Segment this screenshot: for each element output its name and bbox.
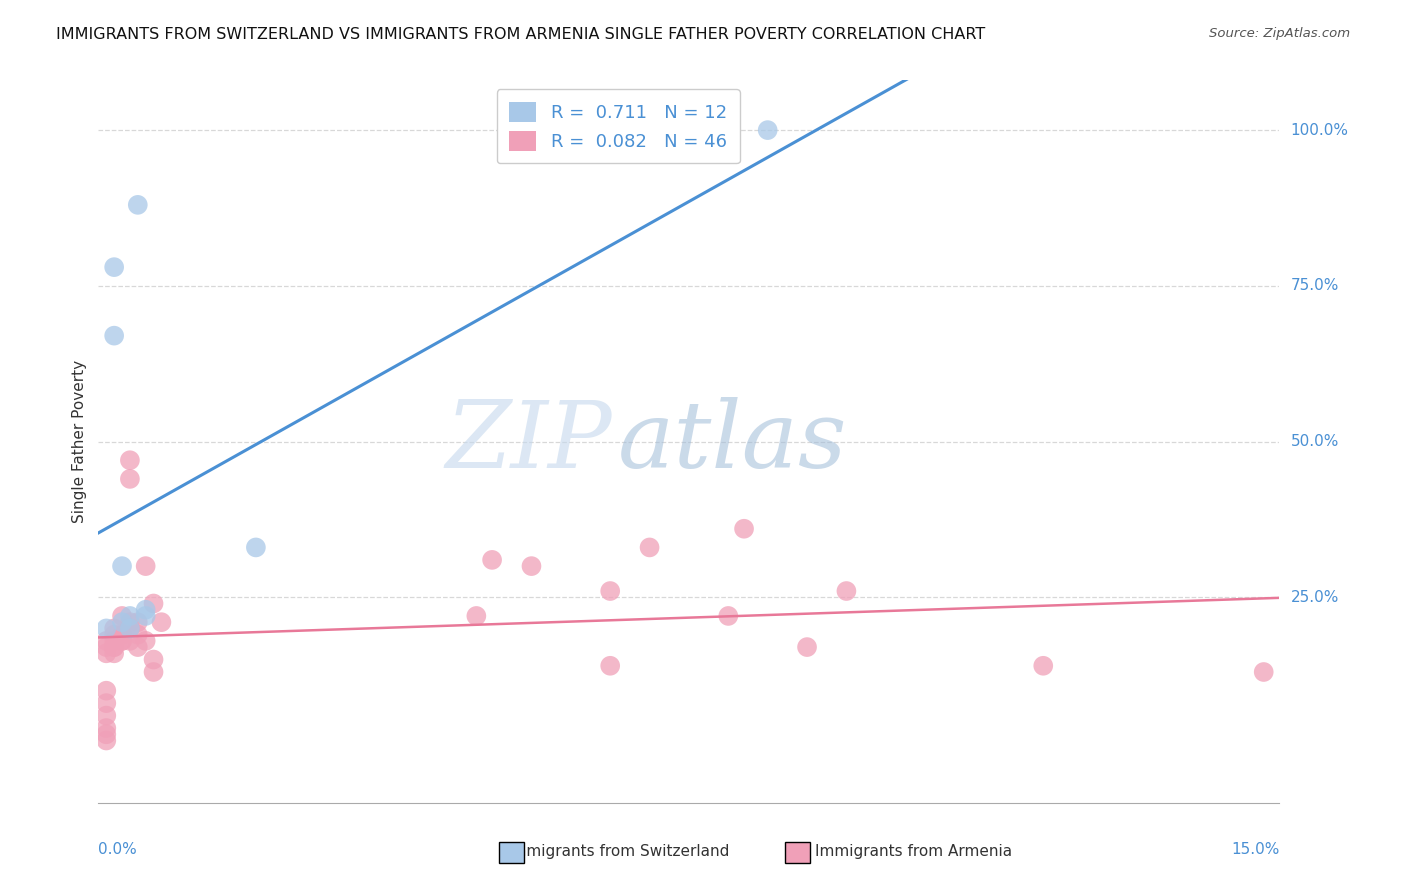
Point xyxy=(118,453,141,467)
Text: 75.0%: 75.0% xyxy=(1291,278,1339,293)
Text: 50.0%: 50.0% xyxy=(1291,434,1339,449)
Point xyxy=(103,633,125,648)
Point xyxy=(1253,665,1275,679)
Point xyxy=(796,640,818,654)
Text: Immigrants from Armenia: Immigrants from Armenia xyxy=(815,845,1012,859)
Point xyxy=(96,683,118,698)
Point xyxy=(118,609,141,624)
Point xyxy=(111,633,134,648)
Point xyxy=(717,609,740,624)
Point xyxy=(103,260,125,274)
Point xyxy=(127,640,149,654)
Point xyxy=(127,615,149,630)
Point xyxy=(103,640,125,654)
Text: 0.0%: 0.0% xyxy=(98,842,138,856)
Point xyxy=(135,609,157,624)
Point xyxy=(127,627,149,641)
Point xyxy=(1032,658,1054,673)
Point xyxy=(465,609,488,624)
Text: Immigrants from Switzerland: Immigrants from Switzerland xyxy=(508,845,730,859)
Point xyxy=(142,597,165,611)
Point xyxy=(103,328,125,343)
Point xyxy=(142,652,165,666)
Text: 25.0%: 25.0% xyxy=(1291,590,1339,605)
Text: 15.0%: 15.0% xyxy=(1232,842,1279,856)
Text: 100.0%: 100.0% xyxy=(1291,122,1348,137)
Point xyxy=(520,559,543,574)
Legend: R =  0.711   N = 12, R =  0.082   N = 46: R = 0.711 N = 12, R = 0.082 N = 46 xyxy=(496,89,740,163)
Point xyxy=(118,621,141,635)
Point xyxy=(599,658,621,673)
Point xyxy=(135,559,157,574)
Text: ZIP: ZIP xyxy=(446,397,612,486)
Point xyxy=(96,646,118,660)
Point xyxy=(96,721,118,735)
Point xyxy=(96,621,118,635)
Point xyxy=(103,646,125,660)
Point xyxy=(150,615,173,630)
Point xyxy=(111,609,134,624)
Point xyxy=(96,633,118,648)
Point xyxy=(245,541,267,555)
Point xyxy=(111,627,134,641)
Point xyxy=(835,584,858,599)
Point xyxy=(118,633,141,648)
Point xyxy=(96,708,118,723)
Point xyxy=(111,633,134,648)
Point xyxy=(103,627,125,641)
Point xyxy=(118,472,141,486)
Point xyxy=(96,640,118,654)
Point xyxy=(756,123,779,137)
Point xyxy=(638,541,661,555)
Point xyxy=(103,640,125,654)
Point xyxy=(103,621,125,635)
Point xyxy=(599,584,621,599)
Text: IMMIGRANTS FROM SWITZERLAND VS IMMIGRANTS FROM ARMENIA SINGLE FATHER POVERTY COR: IMMIGRANTS FROM SWITZERLAND VS IMMIGRANT… xyxy=(56,27,986,42)
Text: Source: ZipAtlas.com: Source: ZipAtlas.com xyxy=(1209,27,1350,40)
Point xyxy=(135,603,157,617)
Point xyxy=(118,615,141,630)
Point xyxy=(127,198,149,212)
Point xyxy=(96,696,118,710)
Point xyxy=(118,621,141,635)
Point xyxy=(481,553,503,567)
Point xyxy=(142,665,165,679)
Point xyxy=(96,733,118,747)
Text: atlas: atlas xyxy=(619,397,848,486)
Point xyxy=(111,559,134,574)
Y-axis label: Single Father Poverty: Single Father Poverty xyxy=(72,360,87,523)
Point xyxy=(733,522,755,536)
Point xyxy=(135,633,157,648)
Point xyxy=(111,615,134,630)
Point xyxy=(96,727,118,741)
Point xyxy=(111,627,134,641)
